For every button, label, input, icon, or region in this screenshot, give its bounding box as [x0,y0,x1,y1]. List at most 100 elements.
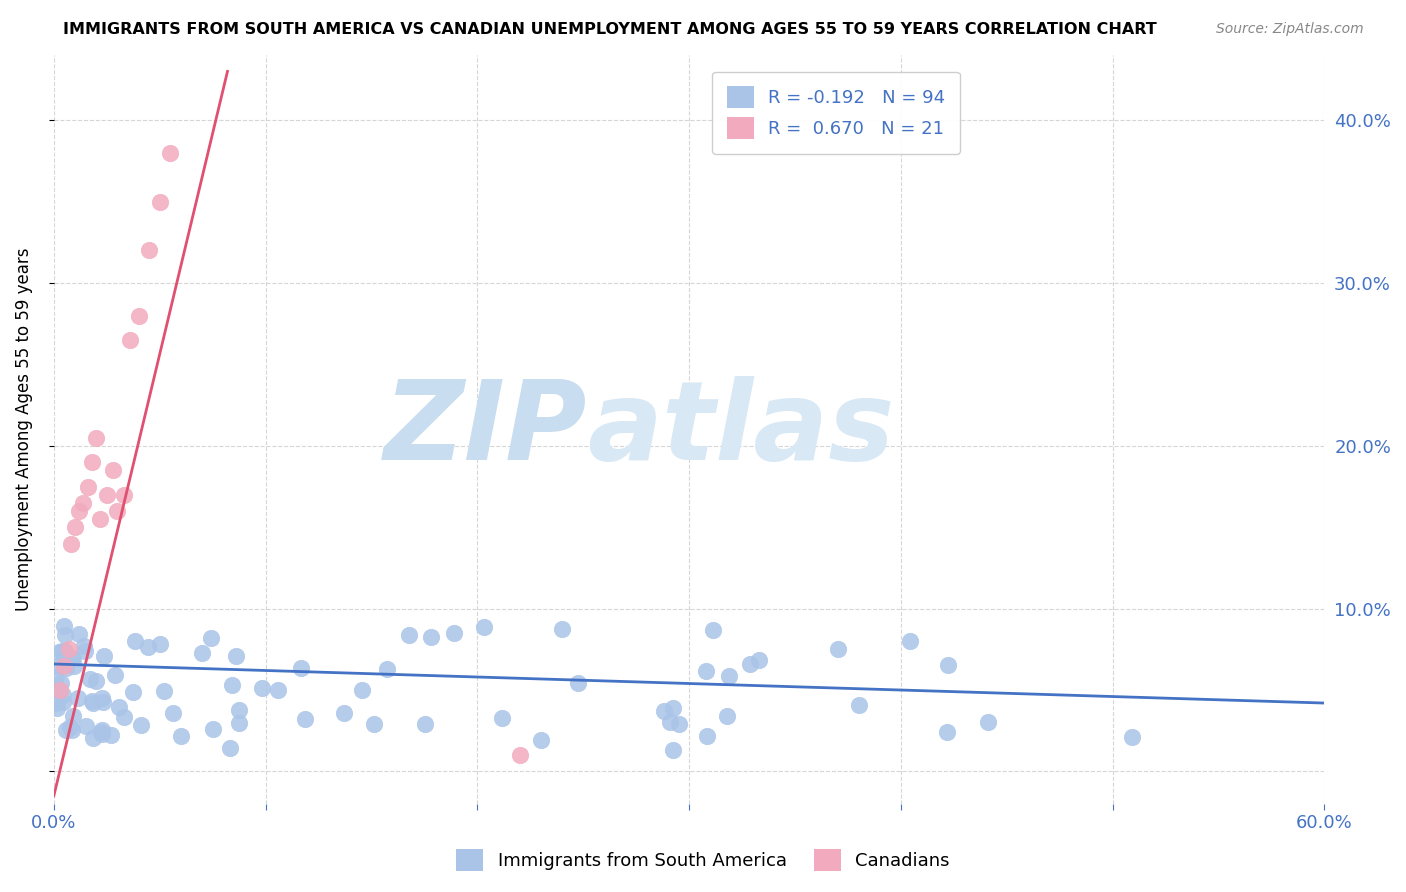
Point [52,688,75,702]
Point [59,536,82,550]
Point [62,659,84,673]
Point [1121,730,1143,744]
Point [159,145,181,160]
Point [200,631,222,645]
Point [79,673,101,687]
Point [52,695,75,709]
Point [702,623,724,637]
Point [91,727,114,741]
Point [63,520,86,534]
Point [55,723,77,738]
Point [662,700,685,714]
Point [128,309,150,323]
Point [443,626,465,640]
Point [333,706,356,720]
Point [84,673,107,688]
Point [120,333,142,347]
Legend: Immigrants from South America, Canadians: Immigrants from South America, Canadians [449,842,957,879]
Point [748,653,770,667]
Point [398,628,420,642]
Point [73,639,96,653]
Point [138,244,160,258]
Point [45,670,67,684]
Point [60,723,83,738]
Point [66,691,89,706]
Point [294,712,316,726]
Point [202,722,225,736]
Point [89,512,111,526]
Point [53,658,76,673]
Point [228,715,250,730]
Point [661,743,683,757]
Point [59,720,82,734]
Text: atlas: atlas [588,376,894,483]
Point [827,641,849,656]
Point [363,717,385,731]
Point [55,661,77,675]
Point [45,697,67,711]
Point [567,676,589,690]
Point [84,431,107,445]
Point [80,694,103,708]
Point [530,733,553,747]
Point [717,669,740,683]
Point [53,619,76,633]
Point [225,648,247,663]
Y-axis label: Unemployment Among Ages 55 to 59 years: Unemployment Among Ages 55 to 59 years [15,248,32,611]
Point [290,660,312,674]
Point [93,648,115,663]
Point [112,709,135,723]
Point [80,455,103,469]
Point [696,729,718,743]
Point [62,650,84,665]
Point [75,719,97,733]
Point [104,668,127,682]
Point [938,658,960,673]
Point [82,731,104,746]
Point [413,716,436,731]
Point [46,701,69,715]
Point [76,479,98,493]
Point [420,630,443,644]
Point [131,718,153,732]
Point [82,696,104,710]
Text: ZIP: ZIP [384,376,588,483]
Point [51,644,73,658]
Point [153,684,176,698]
Text: Source: ZipAtlas.com: Source: ZipAtlas.com [1216,22,1364,37]
Point [138,640,160,655]
Point [716,709,738,723]
Point [53,644,76,658]
Point [191,646,214,660]
Point [100,728,122,742]
Point [72,496,94,510]
Point [472,620,495,634]
Point [898,633,921,648]
Point [149,637,172,651]
Point [228,703,250,717]
Point [250,681,273,695]
Point [491,711,513,725]
Text: IMMIGRANTS FROM SOUTH AMERICA VS CANADIAN UNEMPLOYMENT AMONG AGES 55 TO 59 YEARS: IMMIGRANTS FROM SOUTH AMERICA VS CANADIA… [63,22,1157,37]
Point [121,685,143,699]
Point [93,695,115,709]
Point [58,642,80,657]
Point [48,645,70,659]
Point [105,504,128,518]
Point [221,678,243,692]
Point [60,651,83,665]
Point [101,463,124,477]
Point [49,675,72,690]
Point [509,748,531,763]
Point [848,698,870,712]
Point [267,683,290,698]
Point [90,724,112,739]
Point [170,729,193,743]
Point [52,648,75,663]
Point [350,682,373,697]
Point [162,706,184,720]
Point [659,715,682,730]
Legend: R = -0.192   N = 94, R =  0.670   N = 21: R = -0.192 N = 94, R = 0.670 N = 21 [711,71,960,153]
Point [124,633,146,648]
Point [73,644,96,658]
